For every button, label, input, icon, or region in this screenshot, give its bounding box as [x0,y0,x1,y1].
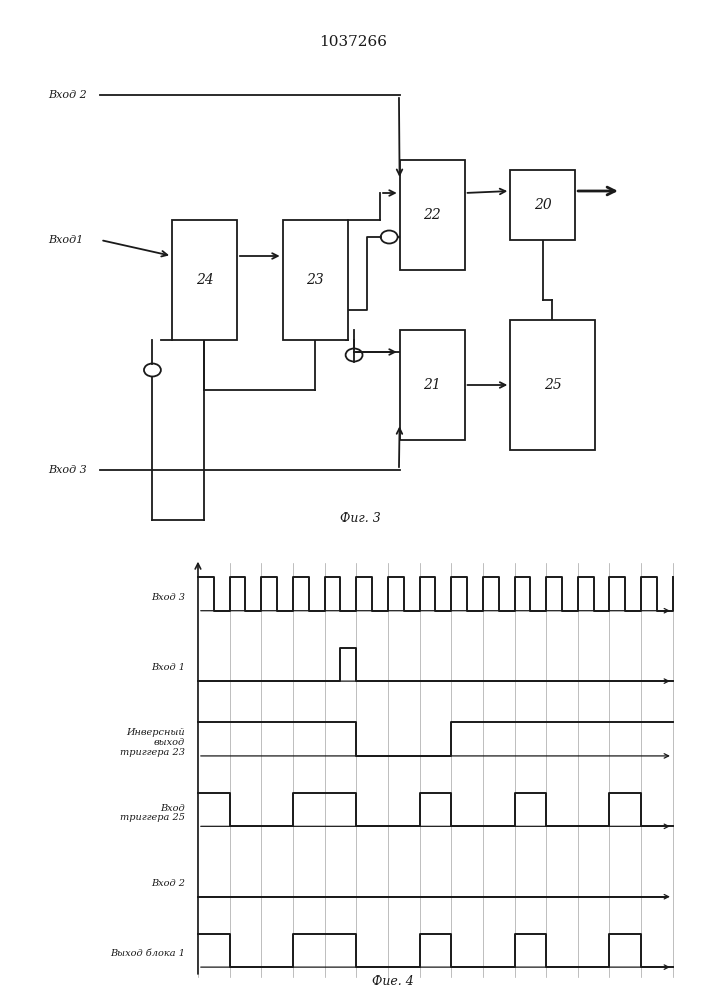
Text: Вход 2: Вход 2 [48,90,87,100]
Text: 25: 25 [544,378,561,392]
Text: 24: 24 [196,273,214,287]
Text: Вход
триггера 25: Вход триггера 25 [120,804,185,822]
Bar [399,330,464,440]
Text: Фиг. 3: Фиг. 3 [340,512,381,525]
Text: Инверсный
выход
триггера 23: Инверсный выход триггера 23 [120,728,185,757]
Text: 23: 23 [306,273,324,287]
Text: 22: 22 [423,208,441,222]
Text: Вход 3: Вход 3 [48,465,87,475]
Bar [172,220,237,340]
Bar [283,220,348,340]
Text: Фие. 4: Фие. 4 [372,975,414,988]
Text: Выход блока 1: Выход блока 1 [110,949,185,958]
Text: Вход1: Вход1 [48,235,83,245]
Text: Вход 1: Вход 1 [151,663,185,672]
Bar [510,320,595,450]
Text: 20: 20 [534,198,551,212]
Text: Вход 2: Вход 2 [151,879,185,888]
Text: 21: 21 [423,378,441,392]
Text: Вход 3: Вход 3 [151,593,185,602]
Bar [510,170,575,240]
Bar [399,160,464,270]
Text: 1037266: 1037266 [320,35,387,49]
